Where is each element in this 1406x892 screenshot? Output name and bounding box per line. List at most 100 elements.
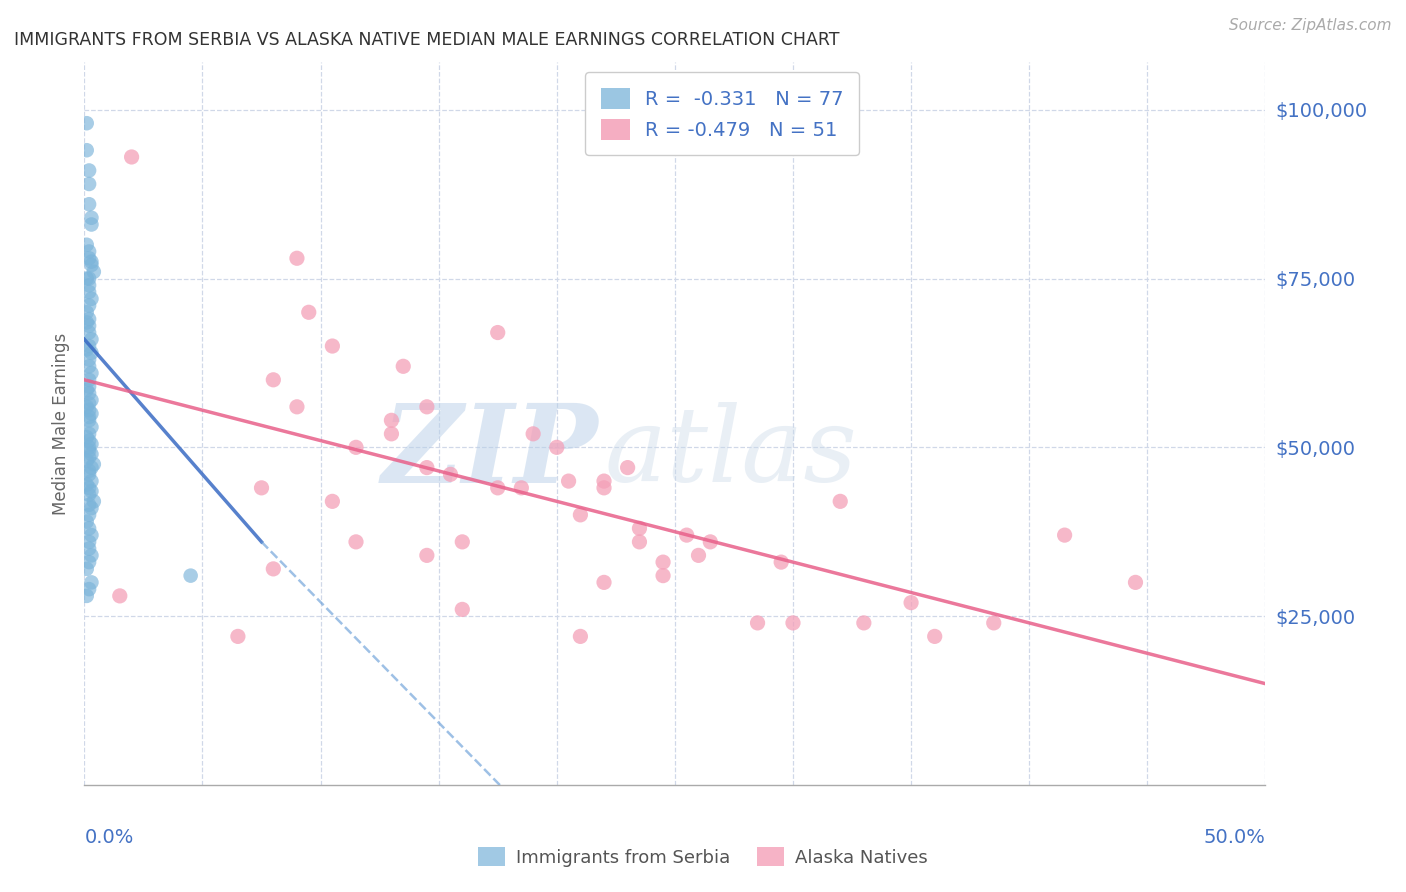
Point — [486, 481, 509, 495]
Point — [321, 339, 343, 353]
Point — [76, 400, 98, 414]
Point — [77, 487, 100, 501]
Point — [830, 494, 852, 508]
Point — [76, 143, 98, 157]
Point — [770, 555, 793, 569]
Point — [83, 265, 105, 279]
Point — [76, 515, 98, 529]
Point — [486, 326, 509, 340]
Point — [76, 116, 98, 130]
Point — [80, 528, 103, 542]
Point — [416, 549, 439, 563]
Point — [782, 615, 804, 630]
Point — [80, 393, 103, 408]
Point — [77, 318, 100, 333]
Legend: Immigrants from Serbia, Alaska Natives: Immigrants from Serbia, Alaska Natives — [471, 840, 935, 874]
Point — [593, 474, 616, 488]
Point — [77, 534, 100, 549]
Point — [77, 450, 100, 465]
Point — [593, 575, 616, 590]
Point — [76, 315, 98, 329]
Point — [76, 237, 98, 252]
Point — [510, 481, 533, 495]
Text: ZIP: ZIP — [381, 399, 598, 507]
Point — [80, 254, 103, 268]
Point — [77, 299, 100, 313]
Point — [747, 615, 769, 630]
Point — [628, 534, 651, 549]
Point — [77, 352, 100, 367]
Point — [77, 373, 100, 387]
Point — [77, 440, 100, 454]
Point — [76, 305, 98, 319]
Point — [77, 326, 100, 340]
Point — [77, 197, 100, 211]
Point — [83, 457, 105, 471]
Point — [1125, 575, 1147, 590]
Point — [83, 494, 105, 508]
Point — [77, 582, 100, 596]
Point — [80, 346, 103, 360]
Point — [77, 426, 100, 441]
Point — [80, 575, 103, 590]
Point — [80, 211, 103, 225]
Point — [546, 440, 568, 454]
Point — [298, 305, 321, 319]
Point — [77, 252, 100, 266]
Point — [77, 386, 100, 401]
Point — [77, 403, 100, 417]
Point — [77, 467, 100, 482]
Text: 50.0%: 50.0% — [1204, 829, 1265, 847]
Point — [451, 534, 474, 549]
Point — [77, 177, 100, 191]
Point — [77, 434, 100, 448]
Point — [77, 271, 100, 285]
Point — [226, 629, 249, 643]
Point — [77, 508, 100, 522]
Point — [900, 596, 922, 610]
Point — [77, 443, 100, 458]
Point — [1053, 528, 1076, 542]
Point — [593, 481, 616, 495]
Point — [77, 413, 100, 427]
Point — [76, 383, 98, 397]
Point — [80, 258, 103, 272]
Point — [321, 494, 343, 508]
Point — [77, 312, 100, 326]
Point — [699, 534, 721, 549]
Point — [77, 521, 100, 535]
Point — [80, 437, 103, 451]
Point — [628, 521, 651, 535]
Legend: R =  -0.331   N = 77, R = -0.479   N = 51: R = -0.331 N = 77, R = -0.479 N = 51 — [585, 72, 859, 155]
Point — [77, 396, 100, 410]
Point — [77, 244, 100, 259]
Point — [380, 413, 402, 427]
Point — [76, 589, 98, 603]
Point — [262, 373, 284, 387]
Point — [80, 218, 103, 232]
Point — [451, 602, 474, 616]
Point — [80, 549, 103, 563]
Point — [180, 568, 202, 582]
Point — [80, 407, 103, 421]
Point — [76, 562, 98, 576]
Point — [262, 562, 284, 576]
Point — [80, 484, 103, 499]
Point — [76, 454, 98, 468]
Point — [80, 460, 103, 475]
Point — [77, 555, 100, 569]
Point — [76, 430, 98, 444]
Point — [77, 285, 100, 299]
Point — [285, 252, 308, 266]
Point — [652, 555, 675, 569]
Point — [80, 447, 103, 461]
Point — [77, 339, 100, 353]
Point — [688, 549, 710, 563]
Point — [924, 629, 946, 643]
Point — [80, 501, 103, 516]
Point — [121, 150, 143, 164]
Point — [77, 359, 100, 374]
Point — [416, 400, 439, 414]
Point — [76, 271, 98, 285]
Point — [77, 163, 100, 178]
